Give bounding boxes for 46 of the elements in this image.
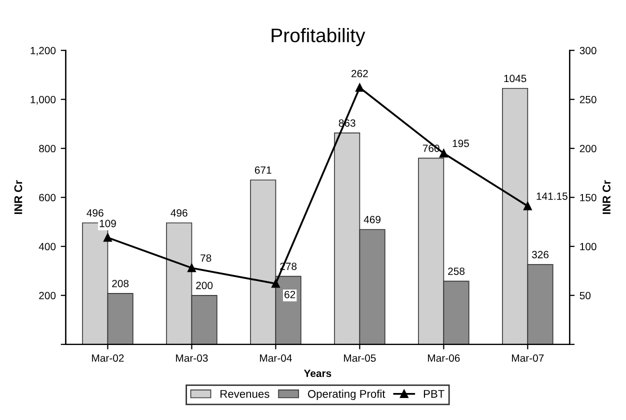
data-label: 78	[200, 254, 212, 262]
data-label: 671	[254, 166, 272, 174]
x-tick-label: Mar-05	[344, 354, 376, 362]
y2-tick-label: 200	[580, 144, 596, 152]
x-axis-title: Years	[304, 370, 332, 378]
y2-tick-label: 250	[580, 96, 596, 104]
data-label: 109	[100, 220, 116, 228]
data-label: 258	[448, 268, 465, 275]
x-tick-label: Mar-04	[260, 354, 292, 362]
data-label: 200	[196, 282, 213, 290]
legend-label: Revenues	[220, 390, 270, 398]
y2-axis-title: INR Cr	[602, 180, 610, 214]
x-tick-label: Mar-07	[512, 354, 544, 362]
point	[188, 264, 196, 272]
data-label: 469	[364, 216, 380, 224]
data-label: 326	[532, 250, 548, 258]
point	[440, 149, 448, 158]
y-tick-label: 400	[38, 242, 56, 250]
chart-title: Profitability	[272, 28, 366, 46]
point	[524, 202, 532, 210]
legend-label: PBT	[424, 390, 444, 398]
data-label: 1045	[504, 74, 526, 82]
data-label: 195	[452, 140, 469, 148]
y2-tick-label: 300	[580, 46, 596, 54]
point	[272, 279, 280, 288]
y-tick-label: 1,200	[30, 46, 56, 56]
point	[104, 233, 112, 242]
y2-tick-label: 150	[580, 194, 596, 202]
y-tick-label: 800	[39, 144, 56, 152]
data-label: 62	[284, 290, 296, 298]
x-tick-label: Mar-06	[428, 354, 460, 362]
data-label: 141.15	[536, 192, 568, 200]
data-label: 208	[112, 280, 129, 288]
y-axis-title: INR Cr	[14, 180, 22, 214]
legend-label: Operating Profit	[308, 390, 386, 400]
y-tick-label: 1,000	[30, 96, 56, 105]
y2-tick-label: 100	[580, 242, 596, 250]
data-label: 262	[352, 70, 368, 78]
y2-tick-label: 50	[580, 292, 591, 300]
data-label: 496	[86, 209, 104, 217]
x-tick-label: Mar-03	[176, 354, 208, 362]
point	[356, 83, 364, 92]
y-tick-label: 200	[39, 292, 56, 300]
x-tick-label: Mar-02	[92, 354, 124, 362]
data-label: 496	[170, 209, 188, 217]
y-tick-label: 600	[39, 194, 56, 202]
